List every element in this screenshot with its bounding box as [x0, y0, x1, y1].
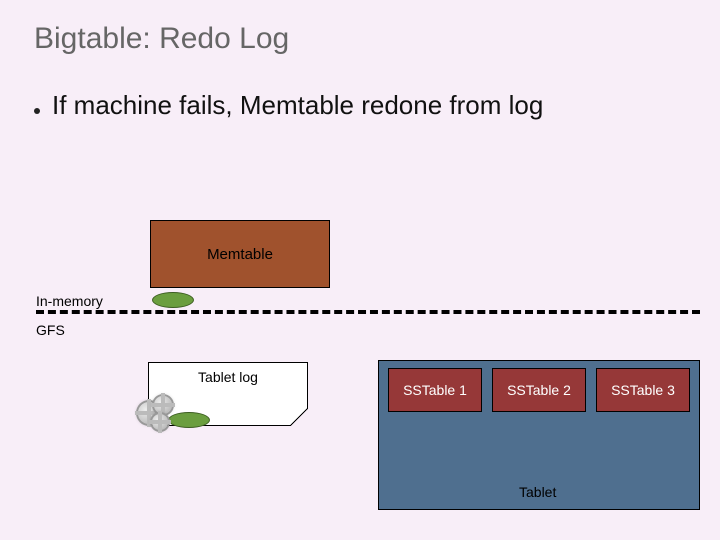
memtable-box: Memtable: [150, 220, 330, 288]
tablet-log-label: Tablet log: [198, 369, 258, 385]
bullet-text: If machine fails, Memtable redone from l…: [52, 90, 543, 121]
sstable-1: SSTable 1: [388, 368, 482, 412]
sstable-2-label: SSTable 2: [507, 382, 571, 398]
sstable-2: SSTable 2: [492, 368, 586, 412]
gfs-label: GFS: [36, 322, 65, 338]
sstable-3-label: SSTable 3: [611, 382, 675, 398]
bullet-marker: [34, 108, 40, 114]
slide-title: Bigtable: Redo Log: [34, 22, 289, 56]
tablet-log-oval: [168, 412, 210, 428]
memtable-oval: [152, 292, 194, 308]
sstable-3: SSTable 3: [596, 368, 690, 412]
in-memory-label: In-memory: [36, 293, 103, 309]
tablet-caption: Tablet: [519, 484, 556, 500]
bullet-row: If machine fails, Memtable redone from l…: [34, 90, 543, 121]
sstable-1-label: SSTable 1: [403, 382, 467, 398]
memtable-label: Memtable: [207, 246, 273, 263]
memory-gfs-divider: [36, 310, 700, 314]
